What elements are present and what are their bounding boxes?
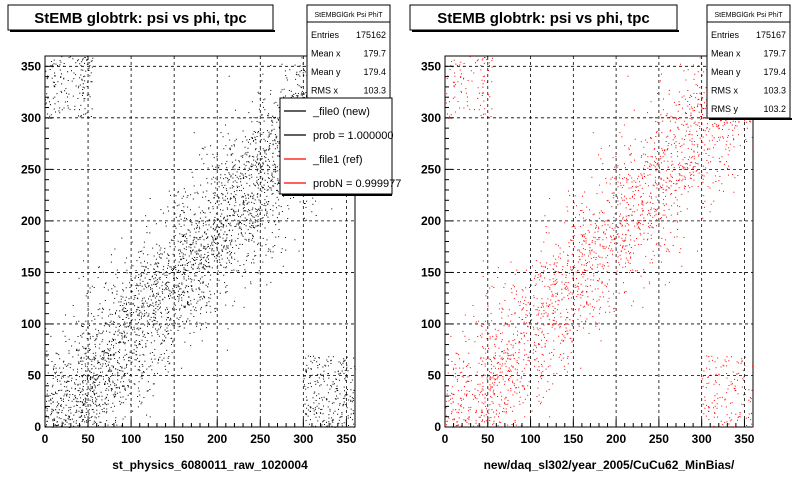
- x-tick-label: 350: [734, 432, 754, 446]
- y-tick-label: 100: [21, 317, 41, 331]
- stats-value: 179.7: [763, 49, 786, 59]
- stats-label: Mean x: [311, 49, 341, 59]
- y-tick-label: 150: [21, 265, 41, 279]
- chart-title: StEMB globtrk: psi vs phi, tpc: [34, 10, 247, 27]
- stats-label: Mean y: [711, 67, 741, 77]
- legend-label: _file1 (ref): [312, 154, 363, 166]
- stats-label: Mean x: [711, 49, 741, 59]
- stats-value: 103.3: [363, 86, 386, 96]
- y-tick-label: 0: [434, 420, 441, 434]
- x-tick-label: 300: [692, 432, 712, 446]
- x-axis-title: new/daq_sl302/year_2005/CuCu62_MinBias/: [484, 458, 735, 472]
- x-tick-label: 50: [481, 432, 495, 446]
- stats-title: StEMBGlGrk Psi PhiT: [314, 12, 383, 19]
- chart-title: StEMB globtrk: psi vs phi, tpc: [437, 10, 650, 27]
- y-tick-label: 300: [21, 111, 41, 125]
- y-tick-label: 150: [421, 265, 441, 279]
- stats-value: 179.7: [363, 49, 386, 59]
- y-tick-label: 300: [421, 111, 441, 125]
- x-tick-label: 150: [563, 432, 583, 446]
- stats-title: StEMBGlGrk Psi PhiT: [714, 12, 783, 19]
- panel-1: 0 50 100 150 200 250 300 350 0 50 100 150 200 250 300 3…: [7, 4, 401, 472]
- x-tick-label: 0: [42, 432, 49, 446]
- y-tick-label: 250: [21, 162, 41, 176]
- stats-label: RMS y: [711, 104, 739, 114]
- stats-label: RMS x: [311, 86, 339, 96]
- legend-box: [279, 97, 393, 195]
- x-tick-label: 300: [293, 432, 313, 446]
- y-tick-label: 200: [421, 214, 441, 228]
- y-tick-label: 350: [21, 59, 41, 73]
- x-tick-label: 250: [649, 432, 669, 446]
- stats-label: Entries: [311, 30, 340, 40]
- stats-label: Mean y: [311, 67, 341, 77]
- stats-label: Entries: [711, 30, 740, 40]
- panel-2: 0 50 100 150 200 250 300 350 0 50 100 150 200 250 300 3…: [409, 4, 792, 472]
- y-tick-label: 50: [28, 368, 42, 382]
- y-tick-label: 350: [421, 59, 441, 73]
- stats-value: 175162: [356, 30, 386, 40]
- legend-shadow: [282, 194, 392, 196]
- x-tick-label: 100: [521, 432, 541, 446]
- stats-value: 103.2: [763, 104, 786, 114]
- y-tick-label: 50: [428, 368, 442, 382]
- legend-label: prob = 1.000000: [313, 130, 393, 142]
- y-tick-label: 200: [21, 214, 41, 228]
- x-tick-label: 200: [207, 432, 227, 446]
- x-tick-label: 0: [442, 432, 449, 446]
- stats-label: RMS x: [711, 86, 739, 96]
- title-shadow: [412, 30, 679, 32]
- legend-label: probN = 0.999977: [313, 178, 401, 190]
- x-tick-label: 350: [336, 432, 356, 446]
- stats-value: 175167: [756, 30, 786, 40]
- x-tick-label: 50: [81, 432, 95, 446]
- x-axis-title: st_physics_6080011_raw_1020004: [112, 458, 308, 472]
- title-shadow: [10, 30, 275, 32]
- stats-shadow: [709, 118, 792, 120]
- x-tick-label: 250: [250, 432, 270, 446]
- x-tick-label: 100: [121, 432, 141, 446]
- title-box: [7, 4, 274, 31]
- legend-label: _file0 (new): [312, 106, 370, 118]
- x-tick-label: 150: [164, 432, 184, 446]
- stats-value: 179.4: [363, 67, 386, 77]
- y-tick-label: 250: [421, 162, 441, 176]
- y-tick-label: 0: [34, 420, 41, 434]
- y-tick-label: 100: [421, 317, 441, 331]
- stats-value: 179.4: [763, 67, 786, 77]
- stats-value: 103.3: [763, 86, 786, 96]
- x-tick-label: 200: [606, 432, 626, 446]
